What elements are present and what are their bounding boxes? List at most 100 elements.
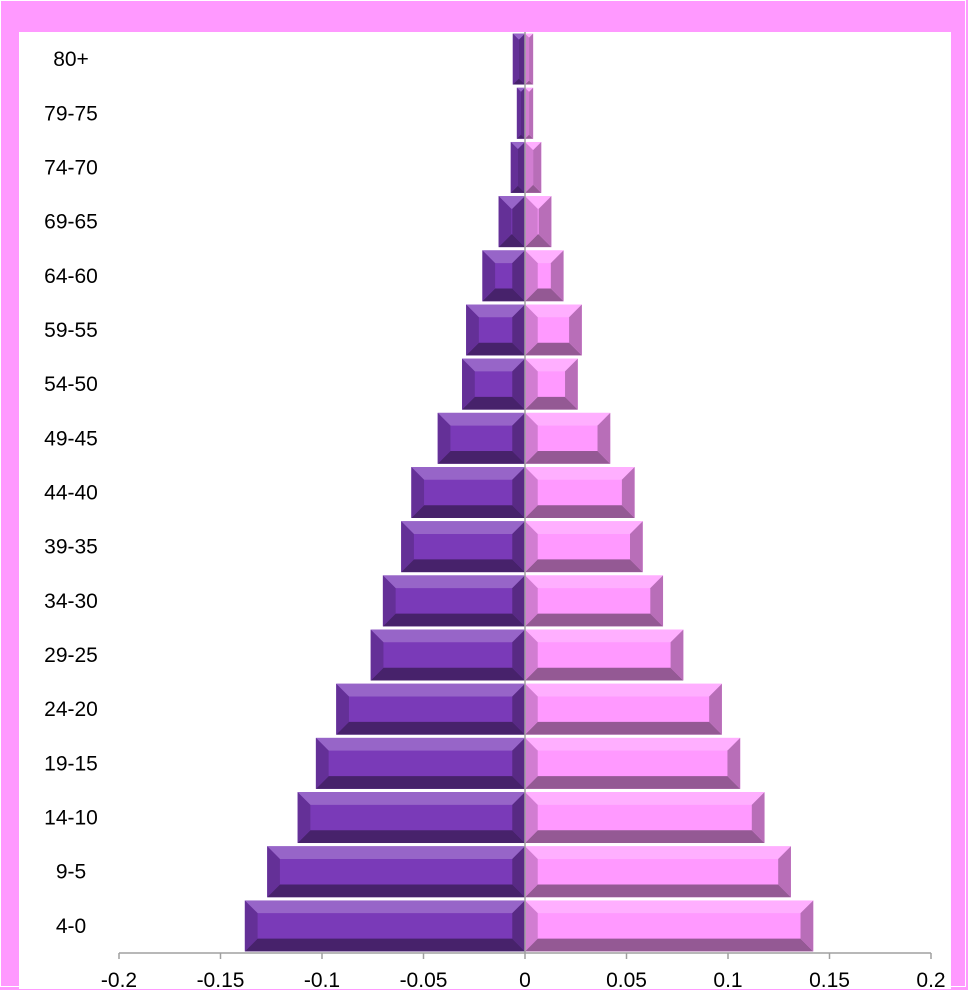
category-labels: 80+ 79-75 74-70 69-65 64-60 59-55 54-50 49-45 44… bbox=[44, 48, 98, 938]
bar-bevel-top bbox=[411, 467, 525, 480]
bar-bevel-top bbox=[525, 358, 578, 372]
bar-right-80+ bbox=[525, 33, 534, 85]
bar-bevel-bottom bbox=[297, 830, 525, 844]
bar-bevel-left bbox=[525, 87, 530, 139]
bar-bevel-left bbox=[525, 737, 538, 789]
bar-bevel-right bbox=[650, 575, 664, 627]
bar-bevel-top bbox=[525, 33, 534, 38]
bar-bevel-right bbox=[512, 412, 525, 464]
category-label: 74-70 bbox=[44, 156, 98, 179]
bar-bevel-bottom bbox=[411, 505, 525, 518]
bar-bevel-right bbox=[512, 629, 525, 681]
bar-bevel-bottom bbox=[525, 613, 664, 627]
bar-bevel-bottom bbox=[401, 559, 525, 573]
bar-right-54-50 bbox=[525, 358, 578, 410]
x-tick-label: 0.1 bbox=[713, 969, 742, 990]
bar-bevel-top bbox=[525, 683, 722, 697]
bar-bevel-left bbox=[525, 467, 538, 518]
bar-right-14-10 bbox=[525, 792, 765, 844]
bar-bevel-top bbox=[315, 737, 525, 751]
bar-right-29-25 bbox=[525, 629, 684, 681]
bar-left-39-35 bbox=[401, 521, 525, 573]
bar-bevel-right bbox=[778, 846, 791, 898]
bar-left-54-50 bbox=[462, 358, 525, 410]
bar-bevel-left bbox=[512, 33, 519, 85]
bar-bevel-top bbox=[525, 250, 564, 264]
category-label: 24-20 bbox=[44, 698, 98, 721]
bar-bevel-top bbox=[466, 304, 525, 318]
bar-bevel-left bbox=[525, 141, 534, 193]
bar-bevel-left bbox=[525, 304, 538, 356]
bar-bevel-bottom bbox=[525, 396, 578, 410]
bar-bevel-top bbox=[437, 412, 525, 426]
bar-bevel-top bbox=[525, 412, 611, 426]
x-tick-label: -0.2 bbox=[101, 969, 137, 990]
bar-bevel-right bbox=[670, 629, 684, 681]
category-label: 44-40 bbox=[44, 482, 98, 505]
bar-bevel-top bbox=[401, 521, 525, 534]
bar-bevel-left bbox=[437, 412, 451, 464]
bar-bevel-left bbox=[516, 87, 521, 139]
x-tick-labels: -0.2 -0.15 -0.1 -0.05 0 0.05 0.1 0.15 0.2 bbox=[101, 969, 946, 990]
bar-bevel-top bbox=[512, 33, 525, 40]
category-label: 34-30 bbox=[44, 590, 98, 613]
bar-bevel-left bbox=[482, 250, 496, 302]
bar-bevel-right bbox=[597, 412, 611, 464]
bar-bevel-right bbox=[512, 250, 525, 302]
bar-bevel-bottom bbox=[525, 80, 534, 85]
bar-bevel-left bbox=[525, 250, 538, 302]
category-label: 4-0 bbox=[56, 915, 86, 938]
bar-bevel-bottom bbox=[466, 342, 525, 356]
bar-left-79-75 bbox=[516, 87, 525, 139]
bar-bevel-right bbox=[800, 900, 814, 952]
bar-right-4-0 bbox=[525, 900, 814, 952]
bar-bevel-top bbox=[525, 196, 552, 209]
bar-bevel-right bbox=[520, 87, 525, 139]
category-label: 80+ bbox=[53, 48, 89, 71]
bar-bevel-left bbox=[525, 358, 538, 410]
bar-bevel-left bbox=[525, 792, 538, 844]
bar-bevel-right bbox=[565, 358, 578, 410]
bar-bevel-right bbox=[727, 737, 741, 789]
bar-bevel-bottom bbox=[525, 884, 791, 898]
bar-bevel-top bbox=[382, 575, 525, 589]
category-label: 19-15 bbox=[44, 752, 98, 775]
bar-bevel-left bbox=[297, 792, 311, 844]
bar-bevel-top bbox=[482, 250, 525, 264]
bar-bevel-bottom bbox=[336, 721, 525, 735]
bar-bevel-top bbox=[525, 521, 643, 534]
category-label: 79-75 bbox=[44, 102, 98, 125]
bar-bevel-bottom bbox=[525, 776, 741, 789]
bar-bevel-left bbox=[525, 521, 538, 573]
category-label: 14-10 bbox=[44, 807, 98, 830]
bar-bevel-left bbox=[498, 196, 512, 248]
bar-left-44-40 bbox=[411, 467, 525, 518]
bar-bevel-bottom bbox=[525, 184, 542, 193]
bar-bevel-top bbox=[510, 141, 525, 150]
bar-right-39-35 bbox=[525, 521, 643, 573]
x-tick-label: 0 bbox=[519, 969, 531, 990]
bar-bevel-top bbox=[525, 304, 582, 318]
bar-bevel-right bbox=[538, 196, 552, 248]
bar-bevel-bottom bbox=[525, 288, 564, 302]
bar-bevel-left bbox=[466, 304, 479, 356]
bar-bevel-left bbox=[525, 846, 538, 898]
bar-bevel-right bbox=[512, 900, 525, 952]
bar-bevel-left bbox=[336, 683, 349, 735]
bar-right-24-20 bbox=[525, 683, 722, 735]
bar-bevel-right bbox=[512, 304, 525, 356]
bar-bevel-top bbox=[462, 358, 525, 372]
bar-left-14-10 bbox=[297, 792, 525, 844]
bar-bevel-top bbox=[525, 629, 684, 643]
bar-bevel-right bbox=[550, 250, 564, 302]
bar-bevel-left bbox=[525, 196, 538, 248]
bar-bevel-bottom bbox=[525, 721, 722, 735]
bar-bevel-left bbox=[525, 629, 538, 681]
bar-right-74-70 bbox=[525, 141, 542, 193]
bar-bevel-left bbox=[525, 412, 538, 464]
category-label: 49-45 bbox=[44, 427, 98, 450]
bar-right-59-55 bbox=[525, 304, 582, 356]
bar-bevel-bottom bbox=[462, 396, 525, 410]
bar-bevel-bottom bbox=[525, 667, 684, 681]
bar-right-34-30 bbox=[525, 575, 664, 627]
